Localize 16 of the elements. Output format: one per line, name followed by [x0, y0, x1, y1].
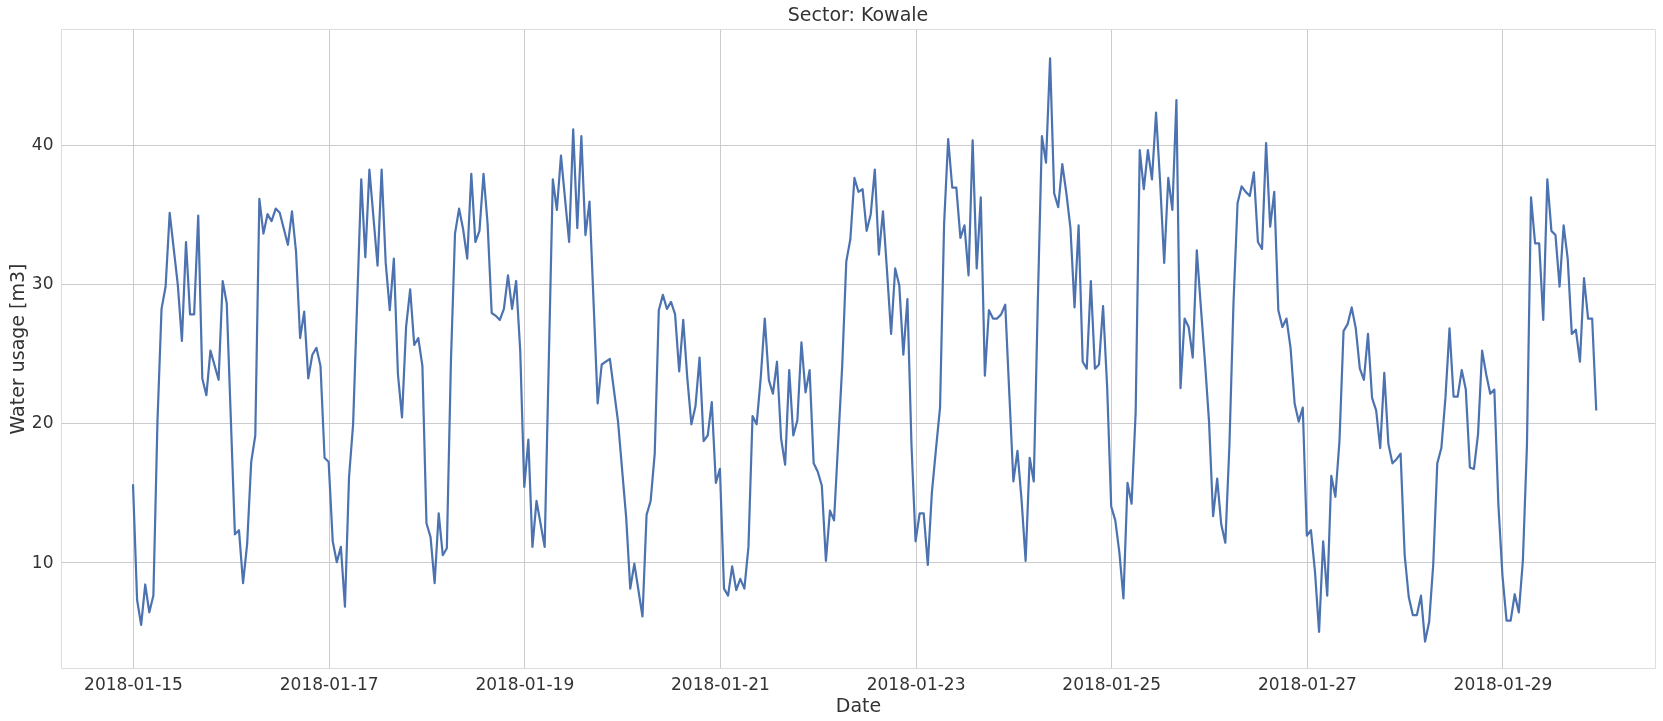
x-tick-label: 2018-01-19	[475, 673, 575, 694]
x-tick-label: 2018-01-21	[671, 673, 770, 694]
y-tick-label: 40	[31, 134, 54, 155]
x-tick-label: 2018-01-29	[1453, 673, 1553, 694]
x-axis-title: Date	[835, 693, 882, 716]
x-tick-label: 2018-01-23	[866, 673, 966, 694]
x-tick-label: 2018-01-17	[279, 673, 379, 694]
y-axis-title: Water usage [m3]	[5, 263, 28, 435]
x-tick-label: 2018-01-27	[1257, 673, 1357, 694]
y-tick-label: 30	[31, 273, 54, 294]
x-tick-label: 2018-01-15	[84, 673, 183, 694]
y-tick-label: 10	[31, 551, 54, 572]
line-series	[131, 57, 1598, 643]
y-tick-label: 20	[31, 412, 54, 433]
x-tick-label: 2018-01-25	[1062, 673, 1162, 694]
chart-title: Sector: Kowale	[787, 3, 929, 25]
